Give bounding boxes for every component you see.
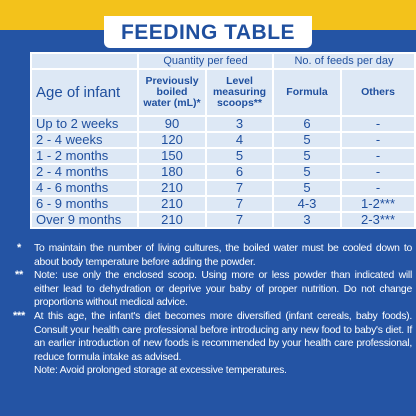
table-cell: 5 [272, 147, 343, 165]
table-cell: 4-3 [272, 195, 343, 213]
table-cell: 7 [204, 195, 275, 213]
note: * To maintain the number of living cultur… [4, 242, 412, 269]
table-row: 4 - 6 months 210 7 5- [30, 179, 416, 197]
table-row: 1 - 2 months 150 5 5- [30, 147, 416, 165]
table-cell: 3 [272, 211, 343, 229]
table-cell: 1 - 2 months [30, 147, 139, 165]
column-header: Others [340, 68, 416, 117]
table-row: Over 9 months 210 7 3 2-3*** [30, 211, 416, 229]
table-cell: 210 [137, 195, 207, 213]
table-cell: 5 [272, 131, 343, 149]
column-header: Age of infant [30, 68, 139, 117]
column-header: Formula [272, 68, 343, 117]
table-cell: Over 9 months [30, 211, 139, 229]
title: FEEDING TABLE [104, 16, 312, 48]
table-cell: 4 - 6 months [30, 179, 139, 197]
note-text: At this age, the infant's diet becomes m… [34, 310, 412, 363]
table-cell: 6 [204, 163, 275, 181]
table-row: Up to 2 weeks 90 3 6- [30, 115, 416, 133]
table-cell: 7 [204, 179, 275, 197]
table-cell: 6 [272, 115, 343, 133]
note: ** Note: use only the enclosed scoop. Usi… [4, 269, 412, 310]
table-cell: 2-3*** [340, 211, 416, 229]
empty-cell [30, 52, 139, 70]
table-row: 2 - 4 months 180 6 5- [30, 163, 416, 181]
table-cell: 150 [137, 147, 207, 165]
note-marker: * [16, 242, 22, 254]
table-cell: Up to 2 weeks [30, 115, 139, 133]
table-cell: 5 [272, 163, 343, 181]
group-header: Quantity per feed [136, 52, 275, 70]
table-cell: 2 - 4 weeks [30, 131, 139, 149]
table-cell: 6 - 9 months [30, 195, 139, 213]
note: *** At this age, the infant's diet become… [4, 310, 412, 364]
table-cell: - [340, 179, 416, 197]
note-text: Note: Avoid prolonged storage at excessi… [34, 365, 287, 377]
table-cell: 120 [137, 131, 207, 149]
note-marker [4, 364, 34, 378]
table-cell: 4 [204, 131, 275, 149]
column-header-row: Age of infant Previously boiled water (mL… [30, 68, 416, 117]
table-cell: 90 [137, 115, 207, 133]
note-marker: *** [12, 309, 26, 322]
group-header: No. of feeds per day [272, 52, 416, 70]
table-cell: - [340, 163, 416, 181]
note: Note: Avoid prolonged storage at excessi… [4, 364, 412, 378]
feeding-table: Quantity per feed No. of feeds per day Age… [30, 52, 416, 229]
table-cell: - [340, 115, 416, 133]
table-cell: 1-2*** [340, 195, 416, 213]
table-cell: 5 [204, 147, 275, 165]
table-cell: 210 [137, 179, 207, 197]
table-cell: 5 [272, 179, 343, 197]
note-text: To maintain the number of living culture… [34, 243, 412, 268]
table-cell: 2 - 4 months [30, 163, 139, 181]
table-cell: 3 [204, 115, 275, 133]
table-row: 6 - 9 months 210 7 4-3 1-2*** [30, 195, 416, 213]
table-cell: - [340, 147, 416, 165]
table-row: 2 - 4 weeks 120 4 5- [30, 131, 416, 149]
note-text: Note: use only the enclosed scoop. Using… [34, 270, 412, 309]
group-header-row: Quantity per feed No. of feeds per day [30, 52, 416, 70]
note-marker: ** [14, 269, 24, 282]
table-cell: 210 [137, 211, 207, 229]
notes: * To maintain the number of living cultur… [4, 242, 412, 378]
column-header: Previously boiled water (mL)* [137, 68, 207, 117]
table-cell: 7 [204, 211, 275, 229]
table-cell: - [340, 131, 416, 149]
column-header: Level measuring scoops** [204, 68, 275, 117]
table-cell: 180 [137, 163, 207, 181]
